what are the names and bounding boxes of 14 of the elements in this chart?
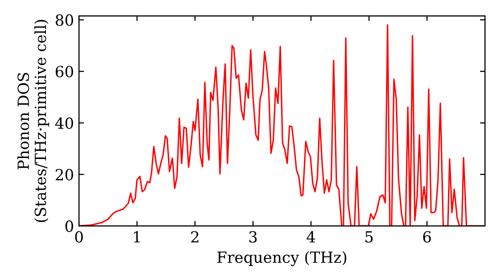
y-tick-label: 0: [65, 220, 74, 232]
y-tick-label: 40: [55, 117, 74, 129]
x-tick-label: 5: [365, 231, 373, 243]
x-tick-label: 4: [306, 231, 316, 242]
y-tick-label: 80: [56, 14, 74, 26]
y-tick-label: 20: [56, 168, 74, 180]
x-tick-label: 2: [191, 231, 198, 242]
x-tick-label: 0: [75, 231, 83, 243]
x-tick-label: 1: [134, 231, 140, 242]
x-axis-title: Frequency (THz): [217, 251, 346, 266]
y-axis-title: Phonon DOS (States/THz·primitive cell): [17, 20, 50, 222]
x-tick-label: 6: [423, 231, 431, 243]
x-tick-label: 3: [249, 231, 257, 243]
y-tick-label: 60: [56, 66, 74, 78]
